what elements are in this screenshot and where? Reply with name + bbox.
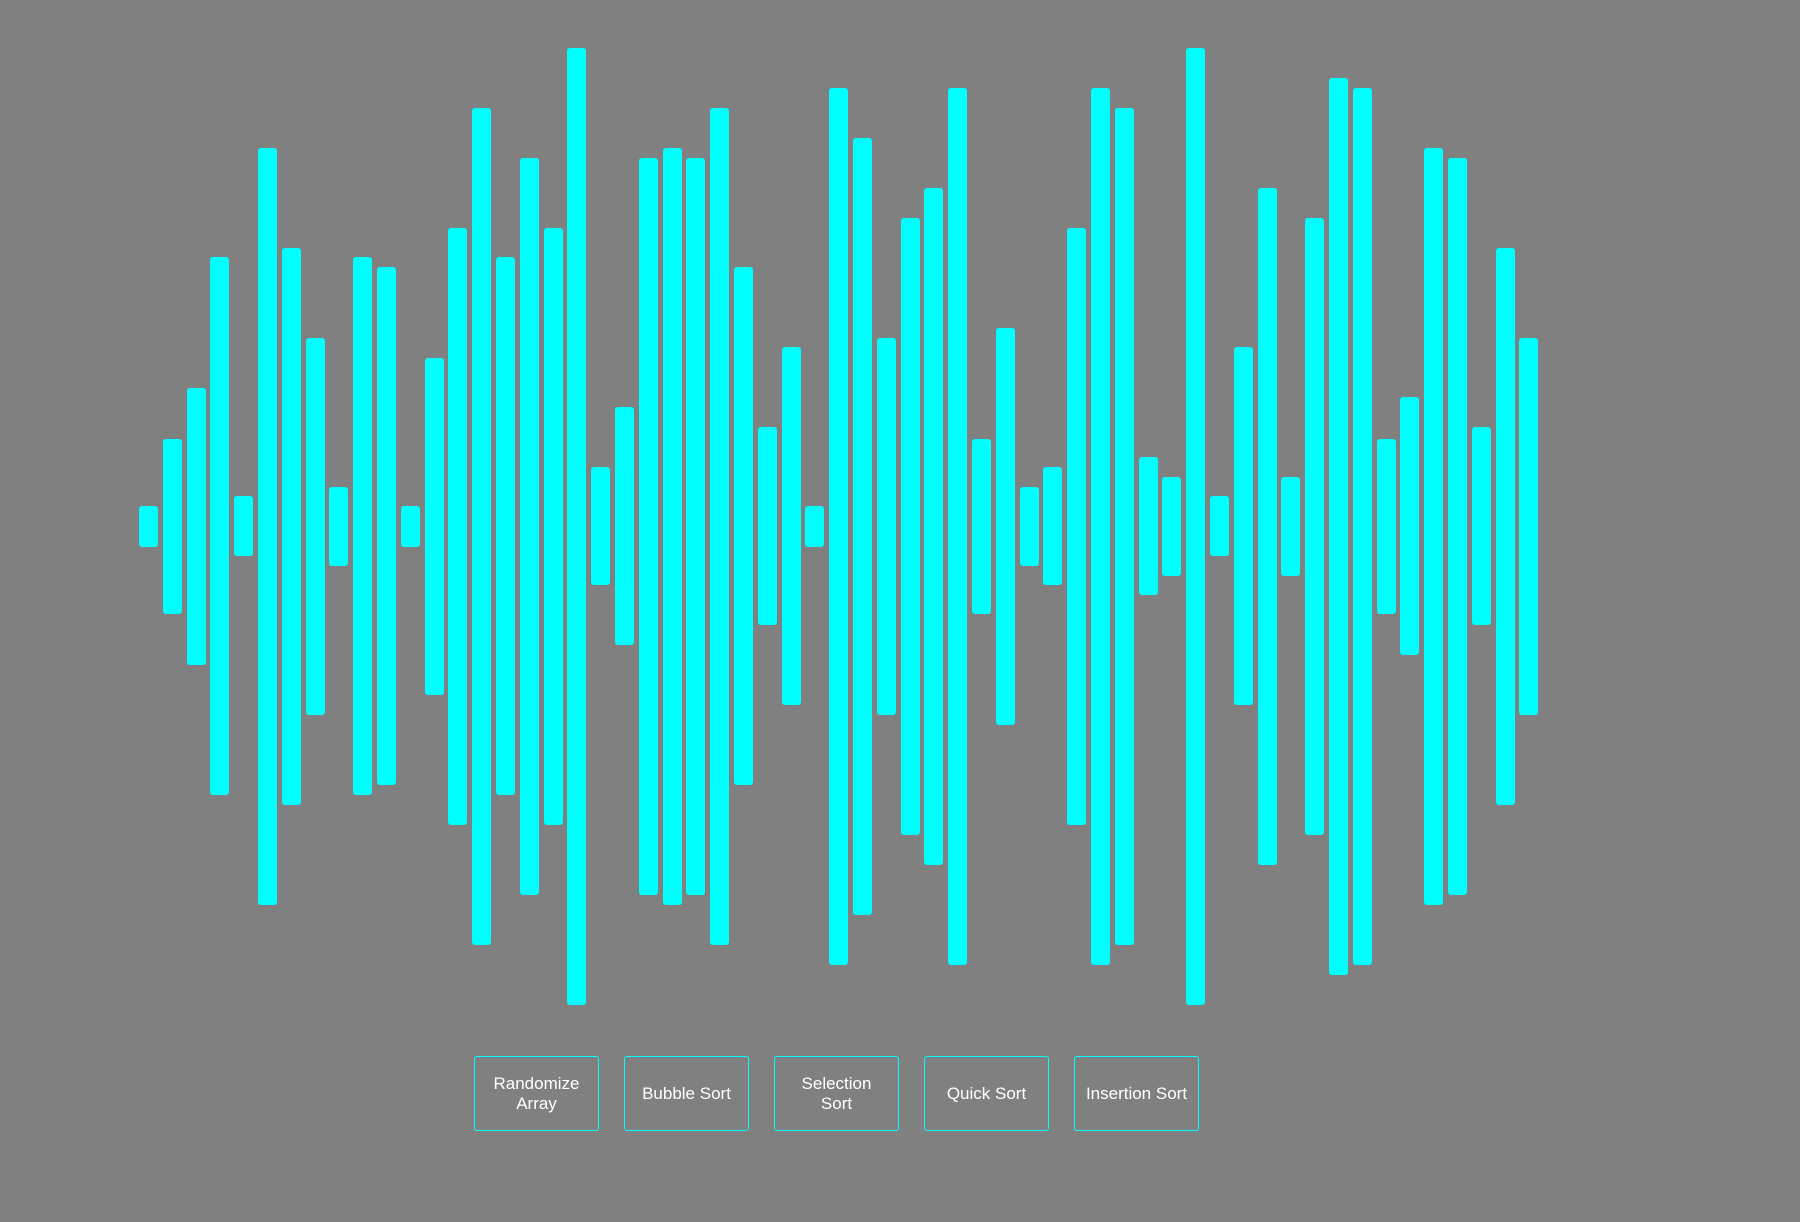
- array-bar: [1424, 147, 1444, 905]
- insertion-sort-button[interactable]: Insertion Sort: [1074, 1056, 1199, 1131]
- array-bar: [1352, 87, 1372, 965]
- array-bar: [615, 407, 634, 645]
- array-bar: [662, 147, 682, 905]
- array-bar: [496, 257, 515, 795]
- array-bar: [805, 505, 825, 547]
- array-bar: [781, 347, 801, 705]
- array-bar: [377, 267, 396, 785]
- array-bar: [1019, 486, 1039, 566]
- array-bar: [710, 107, 730, 945]
- array-bar: [400, 505, 420, 547]
- array-bar: [234, 496, 254, 556]
- array-bar: [1043, 467, 1063, 585]
- array-bar: [519, 157, 539, 895]
- array-bar: [876, 337, 896, 715]
- array-bar: [1067, 227, 1087, 825]
- randomize-array-button[interactable]: Randomize Array: [474, 1056, 599, 1131]
- array-bar: [162, 438, 182, 614]
- array-bar: [472, 107, 492, 945]
- array-bar: [734, 267, 753, 785]
- array-bar: [1281, 476, 1301, 576]
- array-bar: [1471, 427, 1491, 625]
- array-bar: [210, 257, 230, 795]
- array-bar: [1138, 457, 1158, 595]
- quick-sort-button[interactable]: Quick Sort: [924, 1056, 1049, 1131]
- array-bar: [638, 157, 658, 895]
- array-bar: [900, 217, 920, 835]
- array-bar: [139, 505, 158, 547]
- array-bar: [1448, 157, 1467, 895]
- array-bar: [1186, 47, 1206, 1005]
- array-bar: [1210, 496, 1229, 556]
- sort-controls: Randomize Array Bubble Sort Selection So…: [474, 1056, 1199, 1131]
- array-bar: [567, 47, 587, 1005]
- array-bar: [186, 387, 206, 665]
- array-bar: [1305, 217, 1325, 835]
- array-bar: [948, 87, 968, 965]
- array-bar: [353, 257, 373, 795]
- array-bar: [972, 438, 991, 614]
- array-bar: [1329, 77, 1348, 975]
- array-bar: [995, 327, 1015, 725]
- array-bar: [1376, 438, 1396, 614]
- array-bar: [1495, 247, 1515, 805]
- array-bar: [258, 147, 277, 905]
- array-bar: [448, 227, 468, 825]
- array-bar: [1114, 107, 1134, 945]
- bubble-sort-button[interactable]: Bubble Sort: [624, 1056, 749, 1131]
- selection-sort-button[interactable]: Selection Sort: [774, 1056, 899, 1131]
- array-bar: [1400, 397, 1420, 655]
- array-bar: [1233, 347, 1253, 705]
- array-bar: [1162, 476, 1182, 576]
- array-bar: [281, 247, 301, 805]
- array-bar: [1519, 337, 1539, 715]
- array-bar: [757, 427, 777, 625]
- array-bar: [924, 187, 944, 865]
- array-bar: [424, 357, 444, 695]
- array-bar: [329, 486, 349, 566]
- array-bar: [1091, 87, 1110, 965]
- array-bar: [686, 157, 706, 895]
- array-bar: [543, 227, 563, 825]
- array-bar: [1257, 187, 1277, 865]
- array-bar: [305, 337, 325, 715]
- array-bar: [829, 87, 849, 965]
- array-bar: [853, 137, 872, 915]
- array-bar: [591, 467, 611, 585]
